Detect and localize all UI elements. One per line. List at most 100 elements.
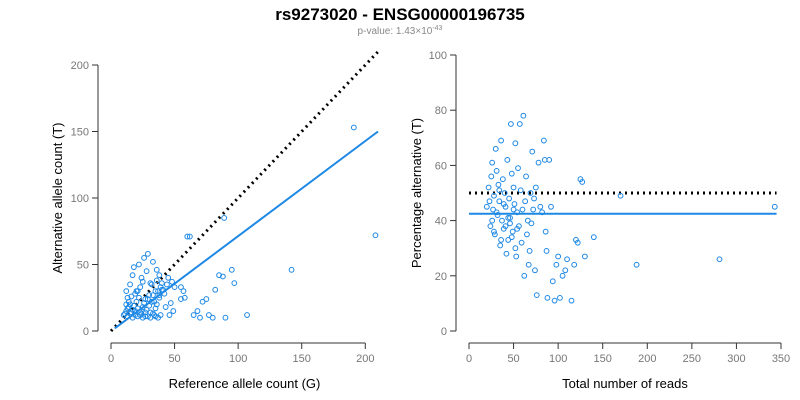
- y-tick-label: 20: [435, 271, 447, 283]
- data-point: [156, 272, 163, 279]
- data-point: [496, 198, 503, 205]
- data-point: [194, 308, 201, 314]
- data-point: [219, 273, 226, 280]
- data-point: [548, 203, 554, 210]
- data-point: [129, 314, 136, 321]
- data-point: [532, 184, 539, 191]
- data-point: [197, 314, 203, 321]
- data-point: [633, 261, 640, 268]
- data-point: [216, 272, 222, 279]
- data-point: [485, 184, 492, 191]
- data-point: [288, 266, 295, 273]
- data-point: [127, 281, 133, 288]
- data-point: [150, 292, 156, 298]
- data-point: [491, 231, 498, 238]
- y-tick-label: 40: [435, 216, 447, 228]
- data-point: [557, 294, 563, 301]
- data-point: [221, 215, 228, 221]
- y-tick-label: 60: [435, 160, 447, 172]
- data-point: [136, 294, 142, 301]
- data-point: [521, 272, 528, 279]
- data-point: [494, 212, 501, 218]
- data-point: [156, 292, 163, 298]
- data-point: [553, 261, 560, 268]
- data-point: [517, 187, 524, 194]
- data-point: [498, 237, 504, 243]
- data-point: [499, 176, 506, 183]
- data-point: [510, 206, 517, 213]
- x-tick-label: 300: [727, 353, 745, 365]
- data-point: [350, 124, 357, 131]
- data-point: [505, 214, 512, 221]
- data-point: [498, 137, 504, 144]
- y-tick-label: 80: [435, 105, 447, 117]
- x-tick-label: 150: [293, 353, 311, 365]
- data-point: [568, 297, 575, 304]
- data-point: [559, 272, 566, 279]
- data-point: [524, 217, 531, 224]
- data-point: [543, 248, 550, 254]
- data-point: [491, 192, 497, 199]
- reference-line: [109, 50, 380, 333]
- y-tick-label: 50: [77, 260, 89, 272]
- data-point: [493, 168, 500, 174]
- data-point: [166, 312, 173, 318]
- x-tick-label: 0: [466, 353, 472, 365]
- data-point: [169, 278, 175, 285]
- y-axis-label: Alternative allele count (T): [50, 122, 65, 273]
- data-point: [136, 261, 142, 268]
- x-tick-label: 150: [594, 353, 612, 365]
- data-point: [123, 288, 130, 295]
- data-point: [132, 308, 139, 314]
- data-point: [164, 281, 170, 288]
- data-point: [503, 250, 510, 257]
- data-point: [532, 267, 538, 274]
- data-point: [505, 237, 512, 243]
- x-tick-label: 200: [638, 353, 656, 365]
- data-point: [143, 268, 150, 275]
- data-point: [562, 267, 569, 274]
- data-point: [483, 203, 490, 210]
- data-point: [157, 312, 164, 318]
- data-point: [158, 286, 165, 293]
- data-point: [549, 278, 556, 285]
- data-point: [151, 312, 158, 318]
- data-point: [170, 308, 177, 314]
- data-point: [487, 223, 494, 230]
- chart-subtitle: p-value: 1.43×10-43: [358, 25, 443, 37]
- data-point: [490, 206, 496, 213]
- data-point: [497, 242, 504, 249]
- subtitle-exponent: -43: [432, 25, 442, 32]
- data-point: [514, 209, 521, 216]
- data-point: [555, 253, 562, 260]
- data-point: [539, 209, 545, 216]
- data-point: [571, 261, 578, 268]
- data-point: [162, 304, 169, 310]
- data-point: [564, 256, 570, 263]
- data-point: [526, 248, 533, 254]
- data-point: [139, 278, 146, 285]
- data-point: [581, 253, 588, 260]
- data-point: [500, 201, 507, 207]
- data-point: [518, 239, 525, 246]
- data-point: [617, 192, 624, 199]
- x-tick-label: 100: [549, 353, 567, 365]
- data-point: [496, 187, 503, 194]
- data-point: [244, 312, 250, 318]
- data-point: [511, 201, 518, 207]
- fit-line: [114, 130, 379, 330]
- data-point: [502, 223, 509, 230]
- data-point: [153, 277, 160, 284]
- data-point: [134, 288, 141, 295]
- data-point: [512, 245, 519, 252]
- data-point: [206, 312, 212, 318]
- data-point: [493, 209, 500, 216]
- data-point: [509, 228, 516, 235]
- data-point: [527, 190, 534, 196]
- data-point: [165, 274, 172, 281]
- data-point: [507, 121, 514, 127]
- data-point: [203, 296, 210, 302]
- x-tick-label: 350: [772, 353, 790, 365]
- x-tick-label: 50: [507, 353, 519, 365]
- subtitle-prefix: p-value: 1.43×10: [358, 26, 433, 37]
